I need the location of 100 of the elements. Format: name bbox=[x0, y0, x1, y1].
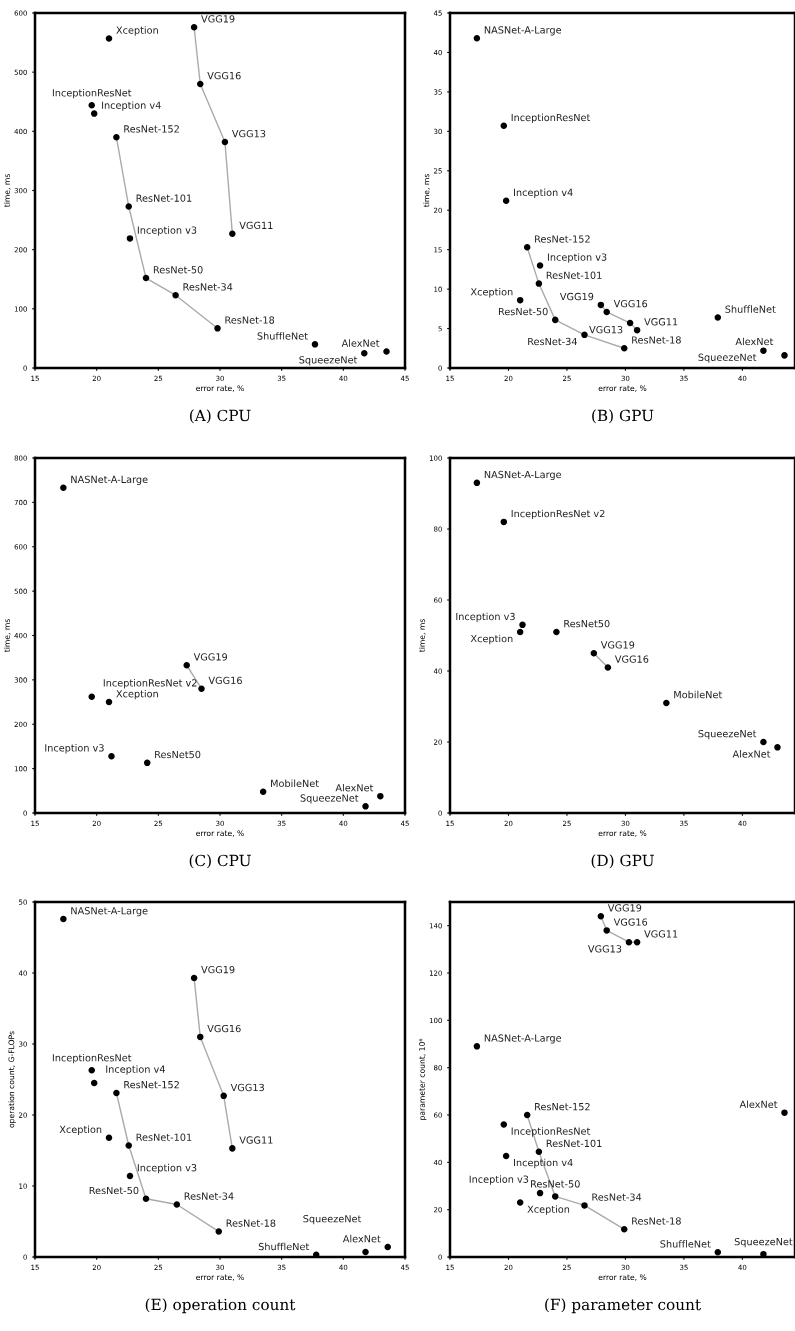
point bbox=[143, 759, 151, 767]
point bbox=[625, 938, 633, 946]
annotation: Inception v4 bbox=[106, 1065, 165, 1075]
annotation: NASNet-A-Large bbox=[484, 26, 562, 36]
annotation: SqueezeNet bbox=[303, 1215, 362, 1225]
text: (C) CPU bbox=[189, 854, 251, 869]
annotation: VGG13 bbox=[589, 325, 623, 334]
point bbox=[621, 1226, 628, 1233]
point bbox=[552, 1193, 559, 1200]
annotation: ShuffleNet bbox=[725, 305, 776, 313]
annotation: NASNet-A-Large bbox=[71, 475, 148, 485]
point bbox=[500, 122, 508, 130]
annotation: ResNet-18 bbox=[225, 316, 275, 324]
annotation: InceptionResNet v2 bbox=[103, 678, 197, 689]
point bbox=[229, 230, 236, 237]
point bbox=[60, 484, 67, 491]
point bbox=[126, 1172, 134, 1180]
annotation: MobileNet bbox=[271, 779, 319, 788]
point bbox=[774, 744, 781, 751]
text: (B) GPU bbox=[592, 409, 654, 424]
annotation: Xception bbox=[59, 1125, 102, 1135]
point bbox=[597, 912, 605, 920]
annotation: VGG16 bbox=[613, 918, 648, 926]
annotation: ResNet-152 bbox=[124, 1080, 179, 1089]
annotation: VGG19 bbox=[201, 15, 235, 23]
annotation: AlexNet bbox=[341, 339, 380, 347]
annotation: VGG19 bbox=[600, 641, 635, 649]
point bbox=[516, 628, 524, 636]
point bbox=[88, 1067, 95, 1074]
annotation: AlexNet bbox=[739, 1100, 778, 1108]
point bbox=[173, 1201, 181, 1208]
point bbox=[473, 1043, 481, 1050]
annotation: ResNet-50 bbox=[498, 307, 548, 316]
text: (D) GPU bbox=[591, 854, 654, 869]
point bbox=[519, 621, 526, 629]
annotation: ResNet50 bbox=[564, 619, 610, 628]
annotation: ResNet-101 bbox=[546, 271, 602, 279]
point bbox=[516, 296, 524, 304]
annotation: VGG11 bbox=[644, 318, 678, 326]
point bbox=[536, 262, 544, 269]
point bbox=[633, 326, 641, 334]
point bbox=[142, 274, 150, 282]
annotation: ResNet-18 bbox=[632, 336, 681, 344]
annotation: Xception bbox=[116, 689, 158, 700]
annotation: ShuffleNet bbox=[258, 1242, 310, 1251]
annotation: ResNet-50 bbox=[531, 1180, 580, 1188]
annotation: Inception v4 bbox=[514, 188, 573, 198]
point bbox=[473, 34, 481, 42]
annotation: SqueezeNet bbox=[299, 356, 358, 366]
annotation: VGG16 bbox=[614, 655, 649, 663]
annotation: VGG19 bbox=[193, 653, 228, 661]
annotation: ShuffleNet bbox=[660, 1240, 711, 1248]
annotation: ResNet-50 bbox=[89, 1186, 139, 1195]
annotation: Xception bbox=[527, 1205, 570, 1215]
annotation: ResNet-152 bbox=[535, 1102, 590, 1111]
point bbox=[590, 649, 598, 657]
annotation: ResNet-34 bbox=[528, 337, 577, 346]
annotation: SqueezeNet bbox=[698, 729, 757, 740]
annotation: Inception v4 bbox=[514, 1158, 573, 1169]
point bbox=[113, 1089, 120, 1097]
annotation: Xception bbox=[116, 26, 158, 36]
point bbox=[190, 23, 198, 31]
annotation: Inception v3 bbox=[547, 253, 607, 263]
point bbox=[105, 35, 113, 42]
point bbox=[553, 628, 560, 636]
point bbox=[198, 685, 205, 693]
point bbox=[197, 80, 204, 88]
point bbox=[172, 291, 179, 299]
annotation: ResNet-152 bbox=[124, 125, 179, 133]
annotation: NASNet-A-Large bbox=[71, 907, 148, 917]
point bbox=[113, 133, 120, 141]
point bbox=[221, 138, 229, 146]
annotation: Inception v3 bbox=[469, 1175, 529, 1185]
annotation: AlexNet bbox=[732, 750, 771, 758]
point bbox=[581, 1202, 588, 1209]
point bbox=[220, 1092, 227, 1100]
annotation: InceptionResNet bbox=[511, 1127, 591, 1137]
point bbox=[362, 1248, 369, 1256]
point bbox=[377, 792, 384, 800]
annotation: VGG16 bbox=[207, 71, 241, 80]
annotation: ResNet-18 bbox=[632, 1217, 681, 1225]
annotation: ResNet-18 bbox=[226, 1219, 276, 1227]
point bbox=[125, 203, 132, 210]
text: (F) parameter count bbox=[545, 1298, 701, 1314]
annotation: Xception bbox=[470, 634, 513, 645]
point bbox=[190, 974, 198, 982]
point bbox=[88, 693, 95, 700]
annotation: VGG19 bbox=[559, 292, 594, 301]
point bbox=[88, 102, 95, 109]
annotation: ResNet-34 bbox=[183, 283, 233, 291]
annotation: VGG11 bbox=[644, 930, 678, 938]
point bbox=[760, 1250, 767, 1257]
annotation: ResNet-101 bbox=[136, 1133, 192, 1141]
point bbox=[536, 1189, 544, 1197]
point bbox=[362, 803, 369, 810]
annotation: NASNet-A-Large bbox=[484, 1034, 562, 1044]
point bbox=[760, 738, 767, 746]
point bbox=[500, 1121, 508, 1128]
point bbox=[581, 331, 588, 339]
point bbox=[142, 1195, 150, 1203]
